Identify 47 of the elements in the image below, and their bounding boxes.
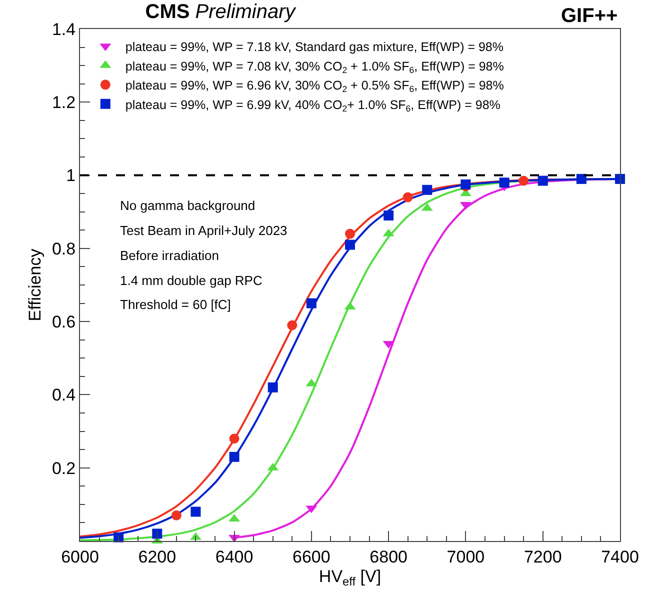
point [306,298,316,308]
point [171,510,182,520]
point [268,382,278,392]
legend-label: plateau = 99%, WP = 7.08 kV, 30% CO$_{2}$ + 1.0% SF$_{6}$, Eff(WP) = 98% [125,59,504,75]
x-tick-label: 6600 [292,547,330,566]
point [422,184,432,195]
x-tick-label: 7200 [524,547,562,566]
legend-label: plateau = 99%, WP = 7.18 kV, Standard gas mixture, Eff(WP) = 98% [125,40,504,54]
legend-label: plateau = 99%, WP = 6.96 kV, 30% CO$_{2}$ + 0.5% SF$_{6}$, Eff(WP) = 98% [125,78,504,94]
y-tick-label: 1.4 [52,20,76,39]
y-tick-label: 1.2 [52,93,76,112]
point [229,434,240,444]
point [152,528,162,539]
y-tick-label: 0.4 [52,386,76,405]
annotation: No gamma background [120,198,256,213]
x-tick-label: 6000 [61,547,99,566]
point [402,192,413,202]
point [615,174,625,184]
annotation: Before irradiation [120,248,219,263]
x-tick-label: 6400 [215,547,254,566]
chart-title: CMS [145,1,190,23]
x-axis-title: HV$_{eff}$ [V] [318,566,382,588]
x-tick-label: 6800 [370,547,408,566]
annotation: Test Beam in April+July 2023 [120,223,288,238]
y-tick-label: 1 [66,166,76,186]
point [576,174,586,184]
y-tick-label: 0.2 [52,458,76,478]
y-tick-label: 0.6 [52,312,76,332]
x-tick-label: 7400 [601,547,639,566]
point [190,506,201,517]
point [287,320,298,330]
y-tick-label: 0.8 [52,239,76,258]
point [345,240,355,250]
point [518,176,529,186]
y-axis-title: Efficiency [26,248,45,322]
x-tick-label: 7000 [446,547,485,566]
annotation: Threshold = 60 [fC] [120,297,231,312]
point [384,210,394,221]
point [538,176,548,186]
point [345,228,355,239]
annotation: 1.4 mm double gap RPC [120,273,262,288]
point [229,452,240,462]
x-tick-label: 6200 [138,547,176,566]
text: GIF++ [561,5,618,27]
chart-subtitle: Preliminary [195,1,296,23]
point [499,178,510,188]
legend-label: plateau = 99%, WP = 6.99 kV, 40% CO$_{2}$+ 1.0% SF$_{6}$, Eff(WP) = 98% [125,98,500,114]
